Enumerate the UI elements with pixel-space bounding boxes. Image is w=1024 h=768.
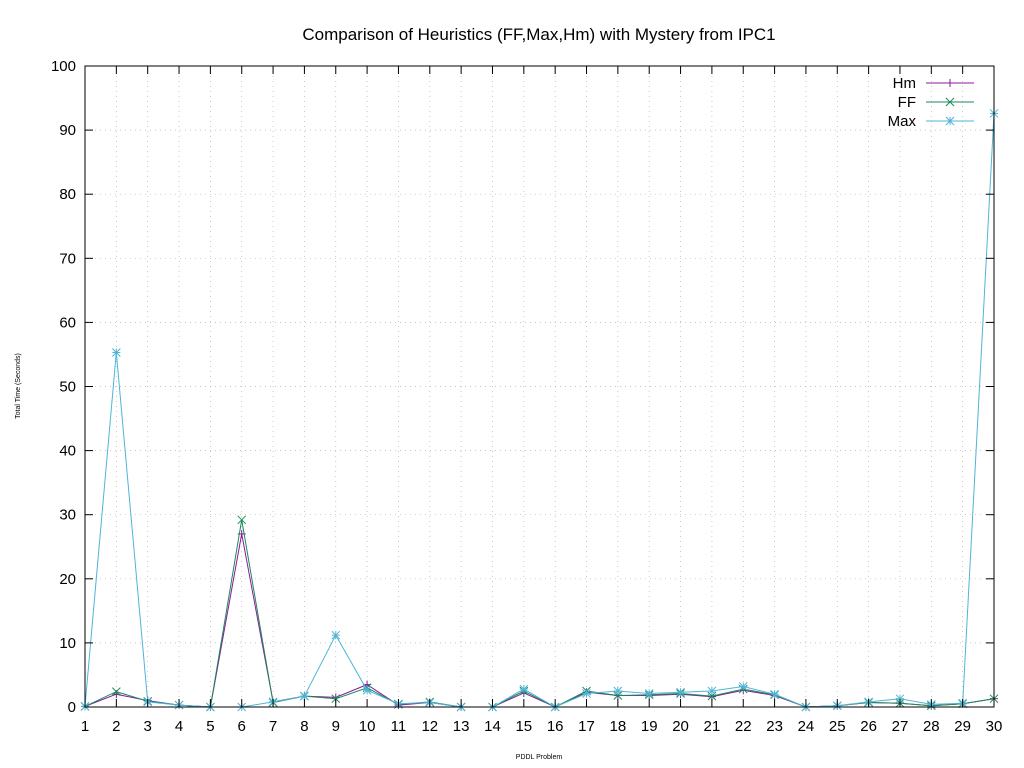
series-line-hm	[84, 533, 995, 708]
series-ff	[80, 515, 999, 712]
series-layer	[80, 109, 999, 712]
x-tick-label: 30	[986, 718, 1003, 735]
x-tick-label: 22	[735, 718, 752, 735]
data-point-max	[770, 689, 779, 699]
x-tick-label: 19	[641, 718, 658, 735]
data-point-max	[613, 686, 623, 696]
y-tick-label: 20	[59, 571, 76, 588]
series-line-max	[84, 113, 995, 708]
x-tick-label: 14	[484, 718, 501, 735]
y-tick-label: 50	[59, 379, 76, 396]
x-tick-label: 9	[332, 718, 340, 735]
legend-label-ff: FF	[898, 94, 916, 111]
x-tick-label: 15	[515, 718, 532, 735]
legend: Hm FF Max	[888, 75, 974, 130]
legend-label-hm: Hm	[893, 75, 916, 92]
x-tick-label: 28	[923, 718, 940, 735]
x-tick-label: 18	[610, 718, 627, 735]
data-point-max	[111, 348, 121, 357]
data-point-ff	[613, 691, 623, 700]
legend-marker-hm	[946, 79, 954, 87]
grid-lines	[85, 66, 994, 707]
data-point-max	[644, 689, 654, 698]
x-tick-label: 10	[359, 718, 376, 735]
x-tick-label: 29	[954, 718, 971, 735]
x-tick-label: 20	[672, 718, 689, 735]
data-point-max	[519, 684, 529, 694]
y-tick-label: 60	[59, 314, 76, 331]
series-hm	[81, 529, 998, 711]
legend-marker-ff	[945, 97, 955, 107]
x-tick-label: 8	[300, 718, 308, 735]
x-tick-label: 6	[238, 718, 246, 735]
x-tick-label: 26	[860, 718, 877, 735]
x-tick-label: 23	[766, 718, 783, 735]
data-point-max	[300, 691, 309, 701]
y-tick-label: 0	[68, 699, 76, 716]
data-point-max	[362, 685, 372, 695]
x-tick-label: 5	[206, 718, 214, 735]
data-point-max	[582, 689, 591, 698]
data-point-max	[738, 682, 748, 691]
x-tick-label: 27	[892, 718, 909, 735]
x-tick-label: 24	[798, 718, 815, 735]
data-point-ff	[111, 687, 121, 696]
x-tick-label: 1	[81, 718, 89, 735]
plot-frame	[84, 65, 995, 708]
y-tick-label: 30	[59, 507, 76, 524]
chart-title: Comparison of Heuristics (FF,Max,Hm) wit…	[302, 25, 775, 44]
x-tick-label: 13	[453, 718, 470, 735]
y-tick-label: 90	[59, 122, 76, 139]
x-axis-label: PDDL Problem	[516, 754, 563, 761]
x-tick-label: 12	[421, 718, 438, 735]
y-tick-label: 100	[51, 58, 76, 75]
legend-label-max: Max	[888, 113, 917, 130]
series-max	[80, 109, 999, 712]
y-tick-label: 40	[59, 443, 76, 460]
x-tick-label: 16	[547, 718, 564, 735]
x-tick-label: 4	[175, 718, 183, 735]
x-tick-label: 3	[144, 718, 152, 735]
x-tick-label: 7	[269, 718, 277, 735]
x-tick-label: 11	[391, 718, 407, 735]
data-point-max	[707, 686, 717, 696]
data-point-max	[676, 687, 685, 697]
data-point-ff	[237, 515, 247, 525]
series-line-ff	[84, 519, 995, 708]
x-tick-label: 17	[578, 718, 595, 735]
x-tick-label: 2	[112, 718, 120, 735]
data-point-ff	[331, 694, 341, 704]
y-tick-label: 80	[59, 186, 76, 203]
y-tick-label: 70	[59, 250, 76, 267]
x-tick-label: 21	[704, 718, 721, 735]
y-axis-label: Total Time (Seconds)	[15, 353, 22, 419]
y-tick-label: 10	[59, 635, 76, 652]
data-point-max	[331, 630, 341, 640]
legend-marker-max	[945, 116, 955, 126]
x-tick-label: 25	[829, 718, 846, 735]
